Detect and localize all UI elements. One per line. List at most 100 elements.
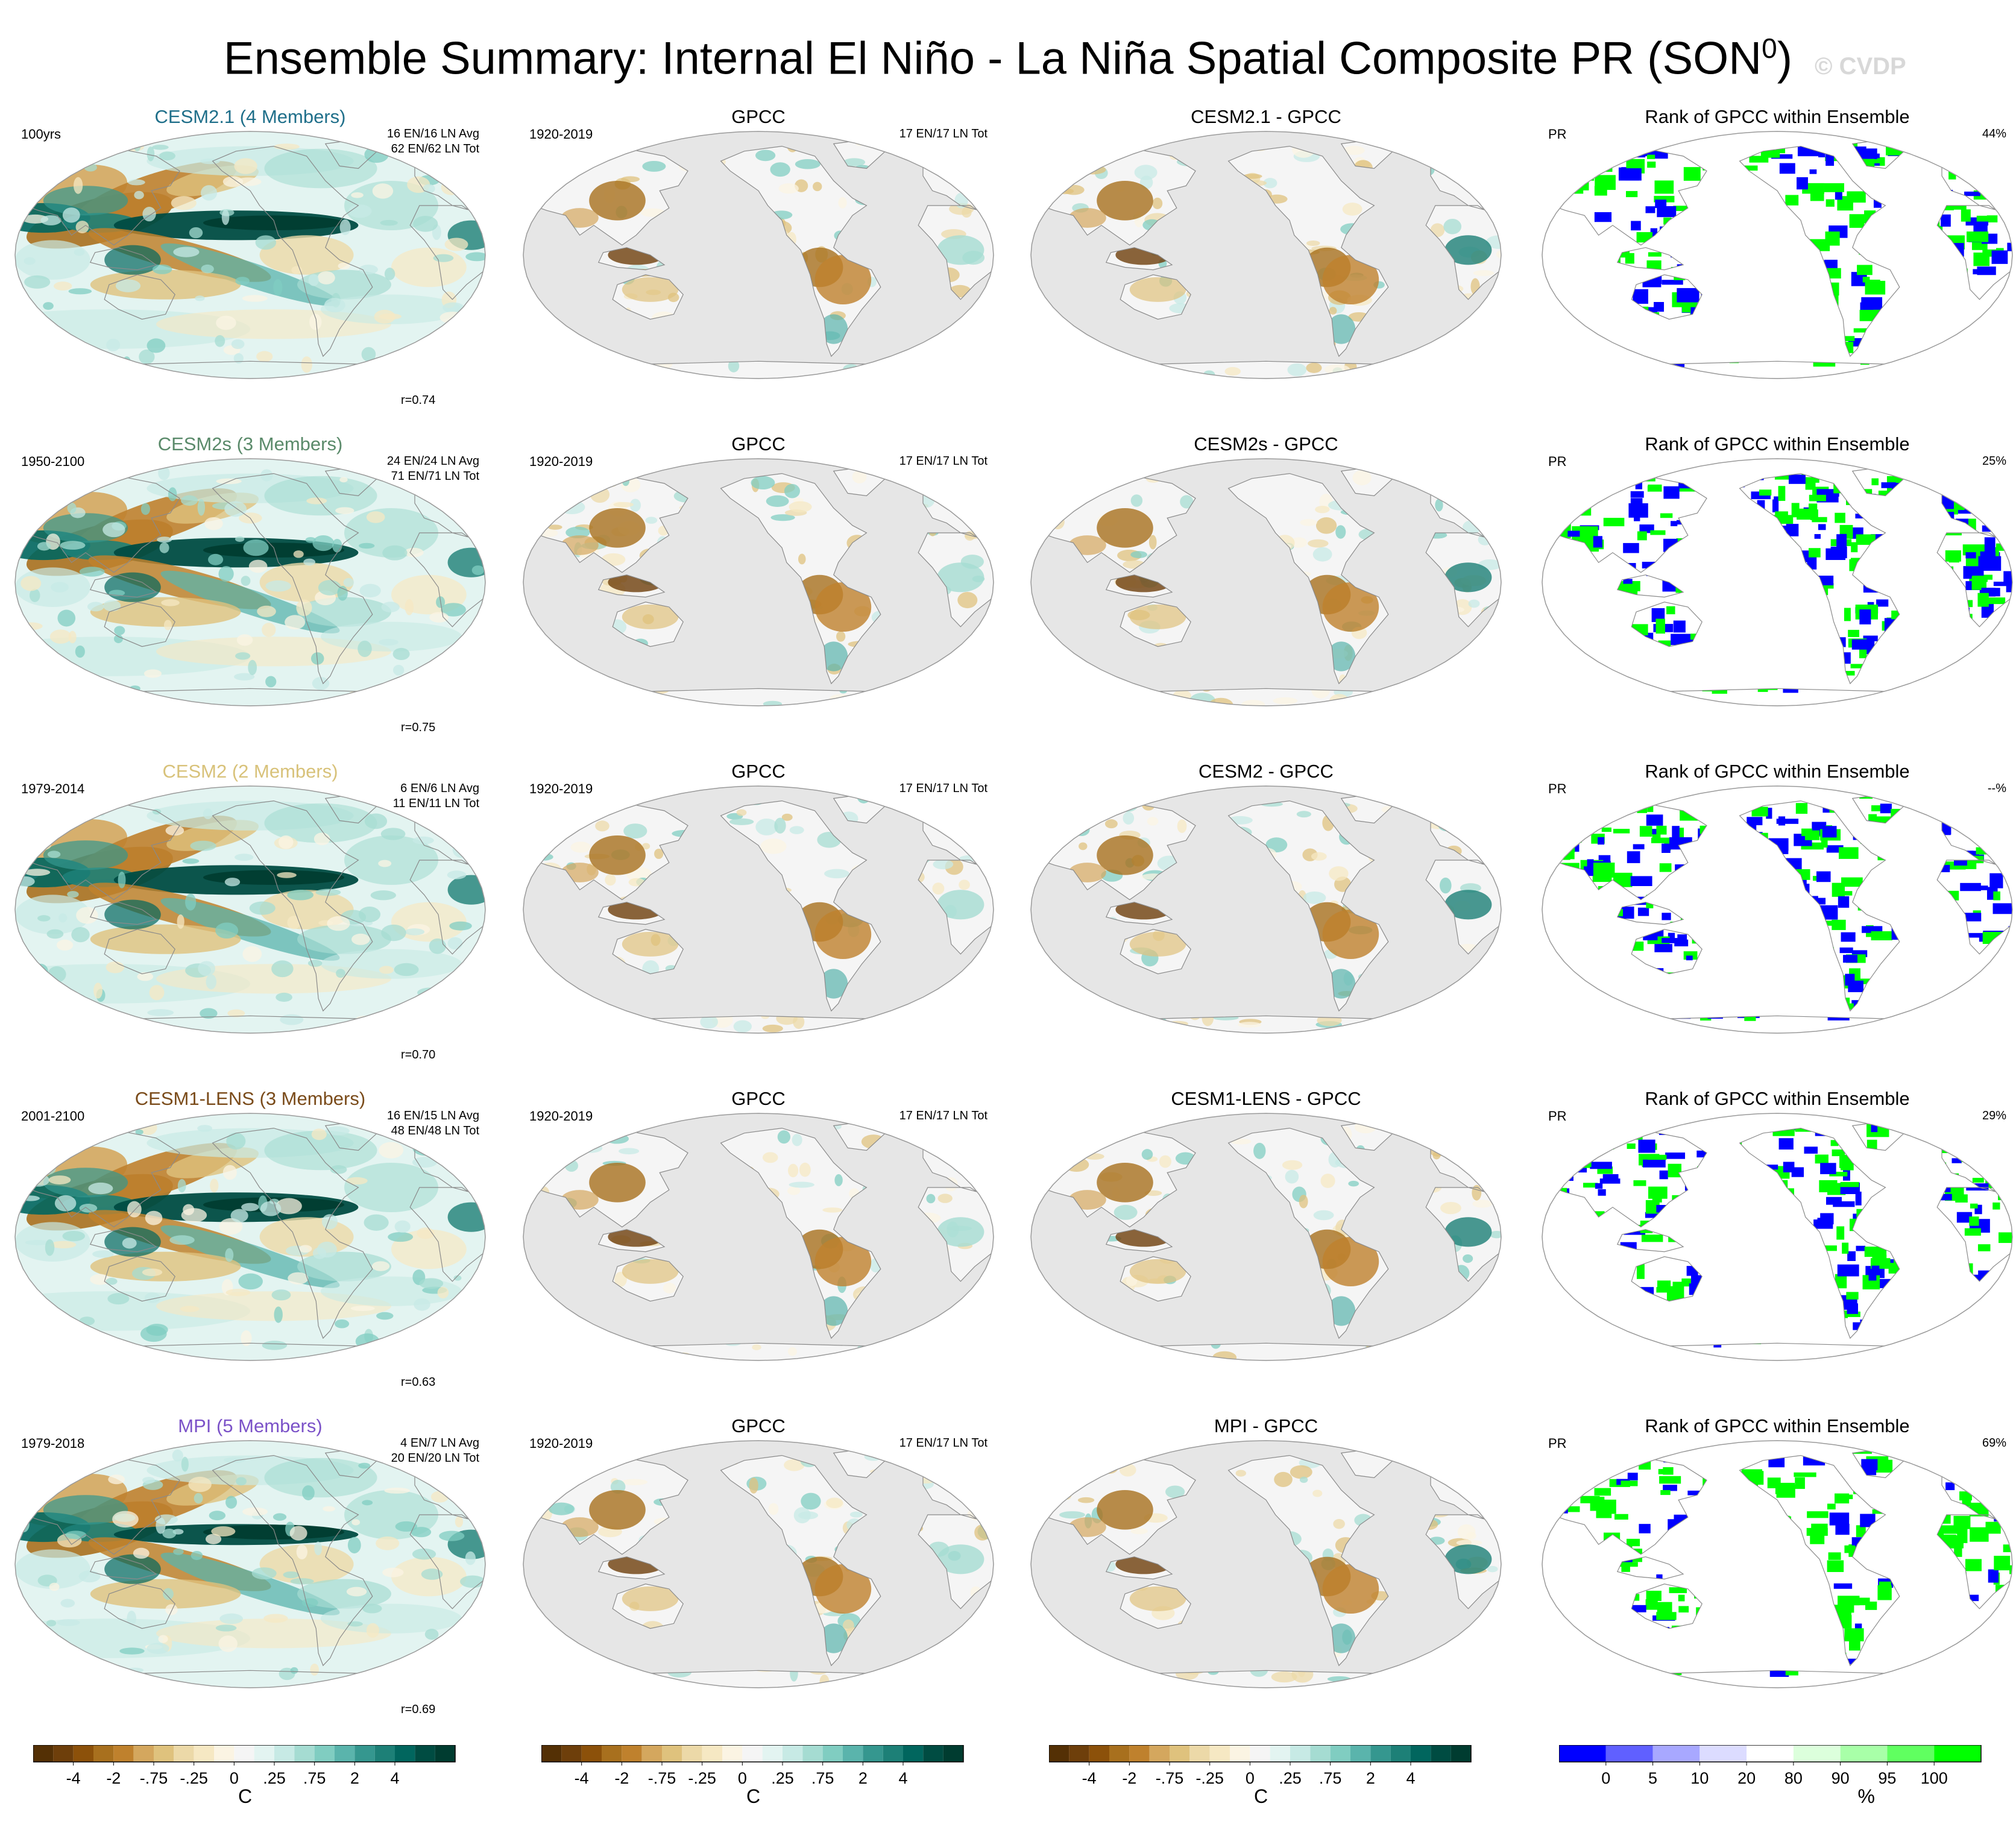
colorbar-tick-label: -.25 <box>688 1769 716 1787</box>
map-panel-obs: GPCC 1920-2019 17 EN/17 LN Tot <box>517 1083 1000 1409</box>
panel-title: CESM1-LENS (3 Members) <box>134 1088 366 1109</box>
colorbar-swatch <box>1170 1745 1190 1762</box>
panel-title: CESM2 (2 Members) <box>162 761 338 782</box>
panel-title: Rank of GPCC within Ensemble <box>1645 1415 1910 1436</box>
colorbar-tick-label: 0 <box>230 1769 239 1787</box>
colorbar-tick-label: 80 <box>1784 1769 1803 1787</box>
colorbar-swatch <box>133 1745 154 1762</box>
panel-period: 1920-2019 <box>529 127 593 142</box>
colorbar-swatch <box>1431 1745 1451 1762</box>
colorbar-swatch <box>1089 1745 1109 1762</box>
map-panel-rank: Rank of GPCC within Ensemble PR 44% <box>1536 101 2016 427</box>
model-map <box>14 1440 486 1688</box>
panel-title: GPCC <box>731 1088 786 1109</box>
rank-map <box>1542 1113 2013 1361</box>
colorbar-tick-label: -4 <box>66 1769 81 1787</box>
colorbar-swatch <box>641 1745 662 1762</box>
colorbar-tick-label: 4 <box>390 1769 399 1787</box>
map-panel-diff: CESM2s - GPCC <box>1025 429 1507 754</box>
colorbar-tick-label: .25 <box>771 1769 794 1787</box>
map-panel-diff: CESM2 - GPCC <box>1025 756 1507 1081</box>
panel-title: Rank of GPCC within Ensemble <box>1645 106 1910 127</box>
colorbar-swatch <box>435 1745 455 1762</box>
colorbar-swatch <box>1270 1745 1290 1762</box>
pattern-correlation: r=0.75 <box>401 721 436 734</box>
colorbar-swatch <box>53 1745 74 1762</box>
colorbar-tick-label: -.75 <box>648 1769 676 1787</box>
count-line: --% <box>1987 782 2006 795</box>
count-line: 44% <box>1982 127 2006 140</box>
colorbar-swatch <box>415 1745 435 1762</box>
count-line: 16 EN/15 LN Avg <box>386 1109 479 1122</box>
model-map <box>14 785 486 1034</box>
panel-counts: 4 EN/7 LN Avg 20 EN/20 LN Tot <box>391 1436 479 1466</box>
colorbar-swatch <box>702 1745 722 1762</box>
panel-counts: 17 EN/17 LN Tot <box>899 781 988 796</box>
map-panel-obs: GPCC 1920-2019 17 EN/17 LN Tot <box>517 429 1000 754</box>
map-panel-model: CESM2.1 (4 Members) 100yrs 16 EN/16 LN Avg… <box>9 101 491 427</box>
map-panel-model: CESM2 (2 Members) 1979-2014 6 EN/6 LN Avg 1… <box>9 756 491 1081</box>
colorbar-tick-label: -.25 <box>180 1769 208 1787</box>
colorbar-swatch <box>1310 1745 1331 1762</box>
colorbar-tick-label: .25 <box>263 1769 286 1787</box>
obs-map <box>523 1113 994 1361</box>
panel-title: Rank of GPCC within Ensemble <box>1645 433 1910 454</box>
figure-title-superscript: 0 <box>1762 33 1777 64</box>
colorbar-swatch <box>93 1745 114 1762</box>
colorbar-swatch <box>154 1745 174 1762</box>
colorbar-swatch <box>1129 1745 1150 1762</box>
colorbar-swatch <box>254 1745 274 1762</box>
colorbar-swatch <box>682 1745 702 1762</box>
map-panel-obs: GPCC 1920-2019 17 EN/17 LN Tot <box>517 101 1000 427</box>
pattern-correlation: r=0.70 <box>401 1048 436 1061</box>
colorbar-swatch <box>335 1745 355 1762</box>
panel-counts: 16 EN/15 LN Avg 48 EN/48 LN Tot <box>387 1109 479 1139</box>
colorbar-swatch <box>843 1745 863 1762</box>
colorbar-tick-label: 2 <box>1366 1769 1375 1787</box>
count-line: 4 EN/7 LN Avg <box>400 1436 479 1450</box>
count-line: 16 EN/16 LN Avg <box>386 127 479 140</box>
model-map <box>14 1113 486 1361</box>
panel-period: PR <box>1548 454 1567 469</box>
colorbar-tick-label: 10 <box>1690 1769 1709 1787</box>
count-line: 29% <box>1982 1109 2006 1122</box>
colorbar-swatch <box>1149 1745 1170 1762</box>
colorbar-swatch <box>1290 1745 1311 1762</box>
colorbar-swatch <box>802 1745 823 1762</box>
colorbar-swatch <box>822 1745 843 1762</box>
panel-title: GPCC <box>731 433 786 454</box>
colorbar-tick-label: 2 <box>858 1769 868 1787</box>
colorbar-swatch <box>863 1745 883 1762</box>
colorbar-swatch <box>1652 1745 1700 1762</box>
cvdp-credit: © CVDP <box>1815 53 1906 80</box>
colorbar-swatch <box>722 1745 743 1762</box>
colorbar-swatch <box>762 1745 783 1762</box>
colorbar-swatch <box>194 1745 214 1762</box>
panel-counts: 17 EN/17 LN Tot <box>899 127 988 142</box>
colorbar-swatch <box>395 1745 415 1762</box>
colorbar-unit: % <box>1857 1785 1875 1807</box>
colorbar-swatch <box>1411 1745 1431 1762</box>
colorbar-swatch <box>294 1745 315 1762</box>
colorbar-swatch <box>234 1745 254 1762</box>
map-panel-diff: MPI - GPCC <box>1025 1410 1507 1736</box>
obs-map <box>523 785 994 1034</box>
colorbar-tick-label: -4 <box>1082 1769 1097 1787</box>
panel-title: MPI (5 Members) <box>178 1415 323 1436</box>
panel-title: CESM2s (3 Members) <box>157 433 343 454</box>
panel-period: 1920-2019 <box>529 1436 593 1451</box>
colorbar-swatch <box>783 1745 803 1762</box>
colorbar-swatch <box>113 1745 134 1762</box>
colorbar-swatch <box>561 1745 582 1762</box>
panel-title: CESM2.1 - GPCC <box>1191 106 1341 127</box>
panel-period: 2001-2100 <box>21 1109 85 1124</box>
panel-period: PR <box>1548 1436 1567 1451</box>
panel-counts: 44% <box>1982 127 2006 142</box>
colorbar-swatch <box>581 1745 602 1762</box>
panel-counts: 17 EN/17 LN Tot <box>899 454 988 469</box>
colorbar-tick-label: .75 <box>303 1769 326 1787</box>
panel-period: 100yrs <box>21 127 61 142</box>
colorbar-swatch <box>354 1745 375 1762</box>
rank-map <box>1542 1440 2013 1688</box>
map-panel-obs: GPCC 1920-2019 17 EN/17 LN Tot <box>517 1410 1000 1736</box>
